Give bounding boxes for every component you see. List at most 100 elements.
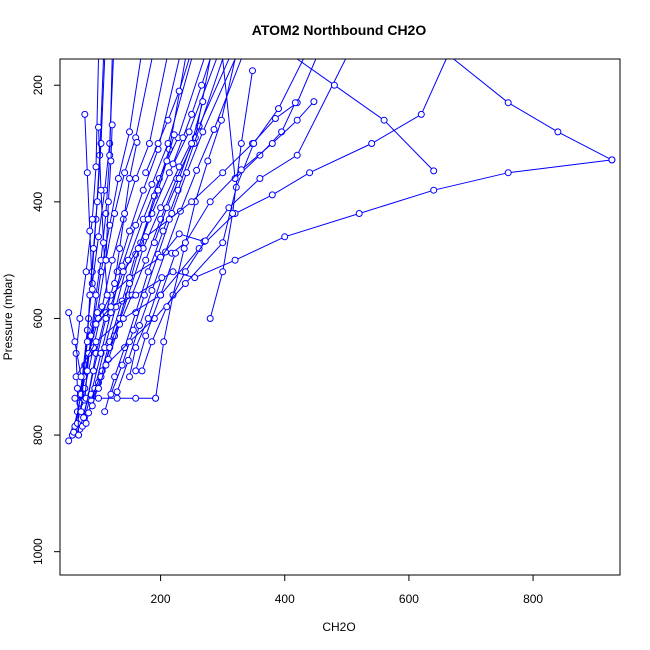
data-point [88, 215, 96, 223]
profile-series-16 [101, 59, 224, 416]
data-point [106, 151, 114, 159]
profile-series-5 [73, 59, 168, 427]
data-point [504, 99, 512, 107]
data-point [80, 414, 88, 422]
profile-series-32 [111, 138, 141, 287]
data-point [134, 245, 142, 252]
data-point [271, 115, 279, 122]
profile-line [98, 127, 108, 296]
data-point [82, 268, 90, 276]
profile-series-26 [102, 59, 304, 369]
data-point [133, 138, 141, 146]
data-point [83, 367, 91, 375]
x-tick-label: 200 [151, 592, 171, 606]
profile-line [296, 59, 435, 172]
profile-series-30 [168, 98, 318, 257]
profile-line [129, 277, 163, 377]
profile-series-27 [206, 67, 256, 322]
data-point [71, 338, 79, 346]
data-point [430, 186, 438, 194]
data-point [77, 373, 85, 381]
profile-line [141, 240, 206, 372]
data-point [93, 309, 101, 317]
data-point [97, 186, 105, 194]
data-point [278, 128, 286, 136]
data-point [126, 274, 133, 282]
data-point [306, 169, 314, 177]
data-point [188, 140, 196, 147]
data-point [199, 98, 207, 106]
data-point [65, 437, 73, 445]
profile-series-17 [107, 59, 236, 398]
profile-series-20 [152, 59, 236, 402]
data-point [281, 233, 289, 241]
data-point [293, 116, 301, 124]
data-point [142, 256, 150, 264]
profile-line [105, 124, 113, 261]
data-point [150, 239, 158, 247]
data-point [217, 116, 225, 124]
data-point [144, 215, 152, 223]
data-point [231, 256, 239, 264]
data-point [92, 338, 100, 346]
data-point [142, 233, 150, 241]
profile-series-19 [71, 394, 160, 402]
data-point [116, 245, 124, 252]
data-point [126, 128, 133, 136]
data-point [330, 81, 338, 89]
data-point [121, 169, 129, 177]
data-point [132, 367, 140, 375]
data-point [417, 110, 425, 118]
data-point [219, 239, 227, 247]
data-point [76, 315, 84, 322]
data-point [101, 408, 109, 416]
profile-line [84, 114, 93, 290]
data-point [175, 230, 183, 238]
profile-series-40 [138, 237, 209, 375]
data-point [113, 268, 121, 276]
data-point [256, 175, 264, 182]
data-point [229, 210, 237, 217]
data-point [608, 156, 616, 164]
data-point [92, 291, 100, 299]
data-point [355, 210, 363, 217]
data-point [148, 287, 156, 294]
data-point [268, 191, 276, 199]
data-point [160, 338, 168, 346]
data-point [107, 390, 115, 398]
data-point [163, 303, 171, 311]
data-point [181, 280, 189, 287]
data-point [132, 344, 140, 352]
data-point [430, 167, 438, 175]
x-tick-label: 600 [399, 592, 419, 606]
data-point [65, 309, 73, 317]
x-axis: 200 400 600 800 [151, 574, 543, 606]
profile-series-41 [169, 59, 211, 168]
data-point [181, 268, 189, 276]
data-point [158, 274, 166, 282]
y-axis-label: Pressure (mbar) [1, 274, 15, 361]
y-tick-label: 600 [31, 308, 45, 328]
data-point [95, 233, 102, 241]
data-point [81, 110, 89, 118]
data-point [77, 408, 85, 416]
profile-line [222, 59, 296, 180]
profile-series-34 [81, 110, 96, 293]
data-point [118, 262, 126, 270]
data-point [140, 291, 148, 299]
data-point [90, 245, 97, 252]
data-point [88, 402, 96, 410]
data-point [169, 268, 177, 276]
data-point [256, 151, 264, 159]
data-point [111, 280, 119, 287]
profile-series-37 [65, 309, 85, 381]
data-point [103, 291, 111, 299]
data-point [210, 126, 218, 133]
data-point [113, 394, 121, 402]
data-point [119, 315, 127, 322]
data-point [142, 332, 150, 340]
data-point [275, 105, 282, 113]
data-point [71, 394, 79, 402]
data-point [157, 204, 165, 212]
data-point [102, 256, 110, 264]
